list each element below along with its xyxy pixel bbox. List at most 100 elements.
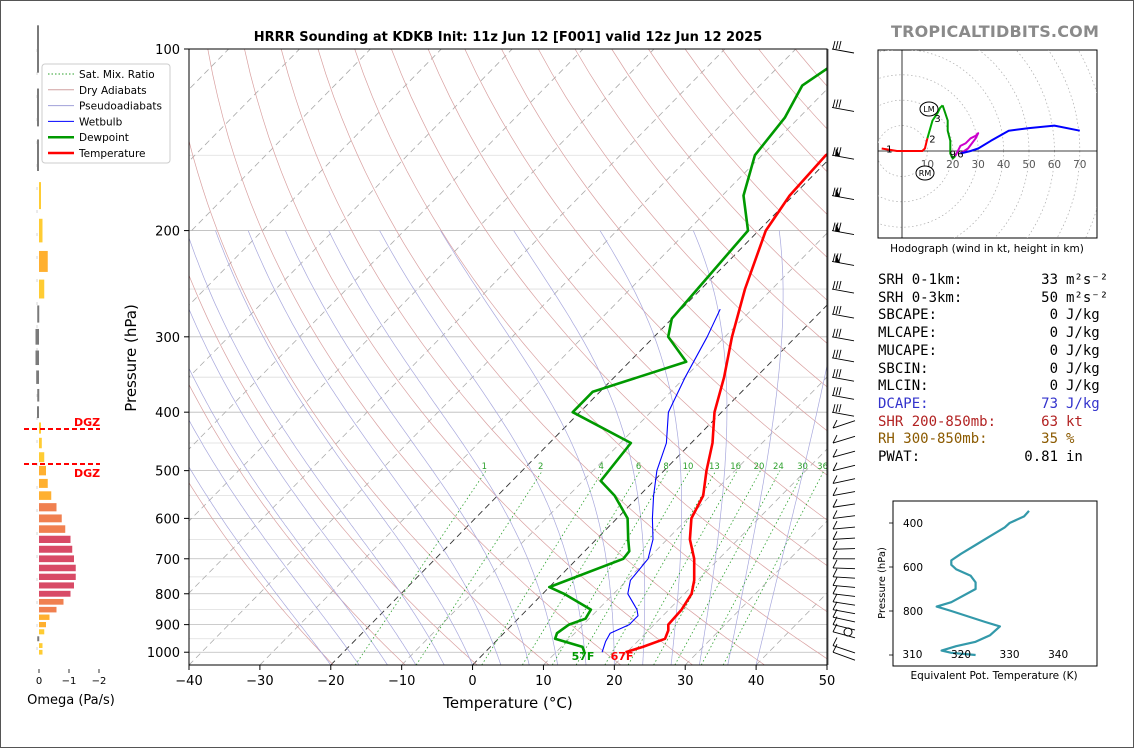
barb-feather (838, 280, 842, 290)
omega-bar (39, 643, 43, 649)
wind-barb (831, 404, 855, 417)
barb-feather (832, 644, 838, 653)
index-value: 0 (1049, 307, 1058, 324)
barb-feather (832, 520, 838, 530)
barb-shaft (832, 548, 856, 550)
barb-shaft (832, 491, 856, 497)
omega-bar (39, 452, 45, 463)
omega-tick-label: 0 (36, 676, 42, 687)
index-label: SRH 0-1km: (878, 272, 963, 288)
profile-temperature (625, 152, 827, 654)
index-label: MUCAPE: (878, 342, 938, 359)
mixing-ratio-label: 10 (683, 462, 694, 472)
pseudoadiabat (285, 230, 530, 665)
barb-feather (835, 253, 839, 262)
barb-shaft (832, 651, 856, 661)
barb-feather (832, 349, 836, 358)
skewt-background-lines (189, 49, 827, 665)
barb-shaft (832, 478, 856, 484)
index-unit: m²s⁻² (1066, 272, 1109, 288)
barb-feather (832, 616, 838, 625)
barb-feather (835, 387, 839, 396)
omega-x-label: Omega (Pa/s) (27, 693, 115, 708)
barb-feather (835, 305, 839, 315)
legend-label: Wetbulb (79, 116, 123, 128)
p-tick-label: 600 (155, 512, 180, 527)
barb-feather (832, 593, 838, 603)
dry-adiabat (189, 383, 406, 665)
hodograph-speed-label: 40 (997, 159, 1010, 171)
barb-shaft (831, 48, 855, 54)
x-tick-label: 30 (677, 674, 694, 689)
barb-feather (835, 222, 839, 231)
barb-shaft (832, 576, 856, 579)
hodograph-trace (960, 124, 1080, 155)
wind-barb (832, 609, 856, 623)
mixing-ratio-line (604, 470, 717, 665)
p-tick-label: 800 (155, 588, 180, 603)
mixing-ratio-line (522, 470, 641, 665)
index-row: SRH 0-3km: 50 m²s⁻² (878, 290, 1118, 308)
dgz-label-bottom: DGZ (74, 467, 100, 480)
index-unit: m²s⁻² (1066, 289, 1109, 306)
x-tick-label: −10 (388, 674, 415, 689)
barb-feather (832, 387, 836, 396)
x-tick-label: 40 (748, 674, 765, 689)
dry-adiabat (189, 482, 334, 665)
theta-e-x-tick: 310 (902, 649, 922, 661)
index-unit: J/kg (1066, 325, 1100, 342)
mixing-ratio-label: 2 (538, 462, 543, 472)
pseudoadiabat (379, 230, 587, 665)
omega-bar (37, 88, 39, 127)
index-unit: % (1066, 431, 1075, 448)
dry-adiabat (189, 274, 478, 665)
barb-feather (832, 601, 838, 610)
wind-barb (831, 40, 855, 54)
pseudoadiabat (440, 230, 615, 665)
omega-bar (39, 582, 74, 589)
wind-barb (831, 387, 855, 400)
barb-feather (832, 462, 838, 471)
isotherm-line (614, 448, 827, 665)
wind-barb (831, 280, 855, 294)
wind-barb (832, 419, 856, 429)
barb-feather (835, 147, 839, 156)
index-value: 73 (1041, 395, 1058, 412)
barb-feather (838, 328, 842, 337)
mixing-ratio-label: 4 (599, 462, 604, 472)
dry-adiabat (244, 49, 693, 665)
index-unit: J/kg (1066, 395, 1100, 412)
pseudoadiabat (727, 230, 784, 665)
omega-bar (39, 606, 57, 613)
dry-adiabat (537, 49, 827, 388)
wind-barb (832, 550, 855, 560)
theta-e-x-tick: 330 (1000, 649, 1020, 661)
omega-bar (39, 629, 45, 635)
hodograph-trace (954, 132, 980, 157)
hodograph-caption: Hodograph (wind in kt, height in km) (890, 243, 1084, 255)
right-mover-marker (915, 165, 935, 181)
mixing-ratio-labels: 1 2 4 6 8 10 13 16 20 24 30 36 (482, 462, 828, 472)
index-row: RH 300-850mb: 35% (878, 431, 1118, 449)
barb-shaft (831, 376, 855, 382)
p-tick-label: 1000 (147, 646, 180, 661)
isotherm-line (189, 49, 584, 450)
barb-feather (835, 328, 839, 337)
x-tick-label: 50 (819, 674, 836, 689)
legend-label: Pseudoadiabats (79, 101, 162, 113)
index-label: DCAPE: (878, 395, 929, 412)
wind-barb (832, 541, 856, 550)
wind-barb (831, 253, 855, 266)
barb-feather (832, 577, 838, 586)
barb-shaft (832, 526, 856, 530)
barb-feather (835, 280, 839, 290)
omega-bar (37, 305, 40, 323)
pseudoadiabat (189, 419, 360, 665)
wind-barb (832, 559, 856, 570)
barb-shaft (832, 450, 856, 458)
wind-barb (832, 510, 856, 519)
mixing-ratio-label: 36 (817, 462, 828, 472)
mixing-ratio-line (700, 470, 805, 665)
barb-feather (832, 609, 838, 618)
index-unit: J/kg (1066, 342, 1100, 359)
